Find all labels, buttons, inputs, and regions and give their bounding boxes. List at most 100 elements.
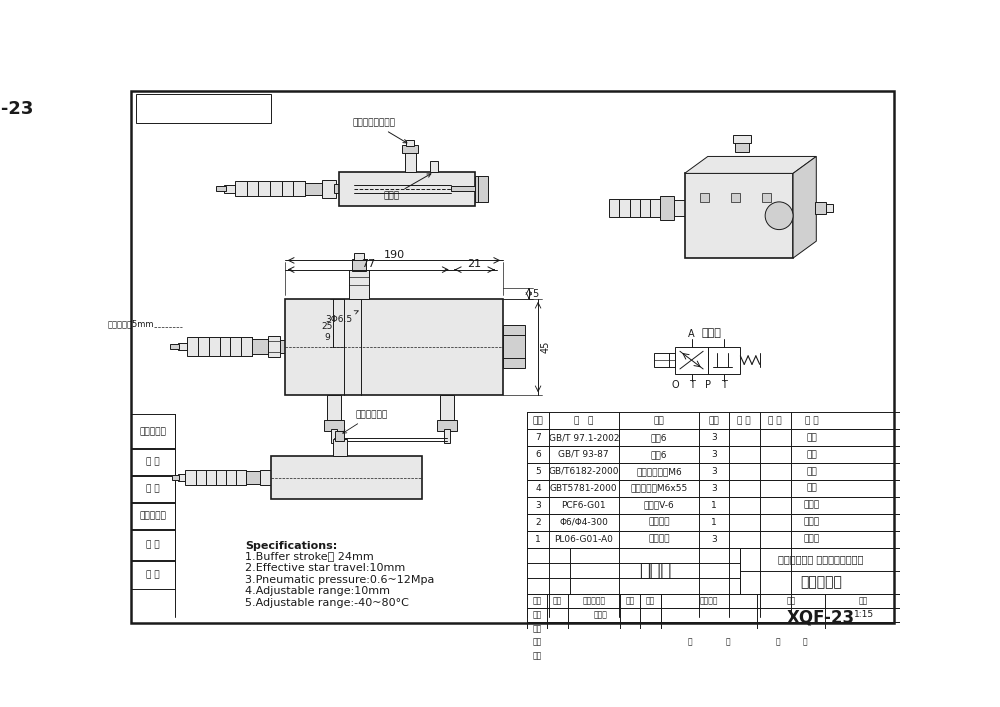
Bar xyxy=(527,412,902,429)
Bar xyxy=(685,173,793,258)
Text: A: A xyxy=(688,329,695,339)
Text: 2: 2 xyxy=(535,518,541,527)
Bar xyxy=(235,181,247,197)
Text: 5: 5 xyxy=(535,467,541,476)
Bar xyxy=(247,181,258,197)
Bar xyxy=(609,199,619,217)
Text: 190: 190 xyxy=(383,250,404,260)
Text: 描 图: 描 图 xyxy=(146,457,160,467)
Text: 青州博信华盛 液压科技有限公司: 青州博信华盛 液压科技有限公司 xyxy=(778,554,864,564)
Text: 7: 7 xyxy=(535,433,541,442)
Bar xyxy=(654,353,675,367)
Text: 可调节范围5mm: 可调节范围5mm xyxy=(108,319,154,328)
Text: GB/T 97.1-2002: GB/T 97.1-2002 xyxy=(549,433,619,442)
Bar xyxy=(437,420,457,431)
Text: 3: 3 xyxy=(711,450,717,459)
Bar xyxy=(216,187,226,191)
Bar xyxy=(527,446,902,463)
Text: 安装上: 安装上 xyxy=(804,534,820,544)
Bar xyxy=(527,621,902,636)
Bar xyxy=(271,456,422,499)
Text: 接气控进气阀: 接气控进气阀 xyxy=(343,411,388,433)
Bar xyxy=(270,181,282,197)
Text: 签字: 签字 xyxy=(626,596,635,605)
Bar xyxy=(733,135,751,143)
Bar xyxy=(352,259,366,271)
Text: 序号: 序号 xyxy=(533,416,543,425)
Bar xyxy=(224,185,235,192)
Text: 材 料: 材 料 xyxy=(737,416,751,425)
Bar xyxy=(354,252,364,260)
Bar xyxy=(322,180,336,198)
Text: 名称: 名称 xyxy=(654,416,664,425)
Bar xyxy=(280,341,285,353)
Bar xyxy=(527,531,902,548)
Text: 日期: 日期 xyxy=(646,596,655,605)
Text: 标准化: 标准化 xyxy=(594,610,607,619)
Bar xyxy=(527,463,902,480)
Text: 备 注: 备 注 xyxy=(805,416,818,425)
Text: 4: 4 xyxy=(535,484,541,493)
Text: 校 检: 校 检 xyxy=(146,484,160,493)
Text: 尼龙气管: 尼龙气管 xyxy=(648,518,670,527)
Bar xyxy=(206,470,216,485)
Bar xyxy=(402,145,418,153)
Bar xyxy=(246,472,260,484)
Bar xyxy=(198,337,209,356)
Text: 3: 3 xyxy=(711,433,717,442)
Text: 排气口: 排气口 xyxy=(384,174,431,201)
Text: 安装上: 安装上 xyxy=(804,501,820,510)
Bar xyxy=(285,299,503,395)
Text: 页: 页 xyxy=(726,638,731,647)
Text: 45: 45 xyxy=(541,341,551,353)
Bar xyxy=(220,337,230,356)
Bar xyxy=(136,94,271,123)
Text: 处数: 处数 xyxy=(553,596,562,605)
Text: 3Φ6.5: 3Φ6.5 xyxy=(326,310,358,324)
Bar xyxy=(762,192,771,202)
Text: 9: 9 xyxy=(324,333,330,342)
Bar xyxy=(172,475,179,480)
Text: 重 量: 重 量 xyxy=(768,416,782,425)
Text: 3: 3 xyxy=(711,467,717,476)
Bar xyxy=(293,181,305,197)
Bar xyxy=(527,649,902,663)
Bar xyxy=(252,339,268,354)
Text: Φ6/Φ4-300: Φ6/Φ4-300 xyxy=(559,518,608,527)
Text: 3: 3 xyxy=(711,484,717,493)
Bar xyxy=(527,548,740,594)
Text: 2.Effective star travel:10mm: 2.Effective star travel:10mm xyxy=(245,563,405,573)
Text: 日期: 日期 xyxy=(533,652,542,660)
Text: 3: 3 xyxy=(711,534,717,544)
Bar xyxy=(440,395,454,420)
Bar xyxy=(196,470,206,485)
Bar xyxy=(640,199,650,217)
Bar xyxy=(131,561,175,589)
Bar xyxy=(619,199,630,217)
Bar xyxy=(405,151,416,172)
Bar xyxy=(826,204,833,212)
Bar xyxy=(216,470,226,485)
Text: 5.Adjustable range:-40~80°C: 5.Adjustable range:-40~80°C xyxy=(245,597,409,607)
Bar xyxy=(305,182,322,195)
Text: 3: 3 xyxy=(535,501,541,510)
Bar xyxy=(451,187,475,191)
Bar xyxy=(185,470,196,485)
Text: 4.Adjustable range:10mm: 4.Adjustable range:10mm xyxy=(245,586,390,596)
Bar xyxy=(170,344,179,349)
Bar xyxy=(178,343,187,351)
Bar xyxy=(334,184,340,194)
Bar xyxy=(178,474,185,481)
Text: 审核: 审核 xyxy=(533,624,542,633)
Text: 比例: 比例 xyxy=(859,596,868,605)
Text: 图样标记: 图样标记 xyxy=(700,596,718,605)
Text: T: T xyxy=(689,380,694,390)
Bar xyxy=(131,476,175,502)
Text: PL06-G01-A0: PL06-G01-A0 xyxy=(554,534,613,544)
Text: 底图图总号: 底图图总号 xyxy=(140,512,167,520)
Text: 77: 77 xyxy=(361,259,375,269)
Text: 共: 共 xyxy=(687,638,692,647)
Text: 尼龙防松辞帽M6: 尼龙防松辞帽M6 xyxy=(636,467,682,476)
Text: 1: 1 xyxy=(535,534,541,544)
Text: 重量: 重量 xyxy=(786,596,796,605)
